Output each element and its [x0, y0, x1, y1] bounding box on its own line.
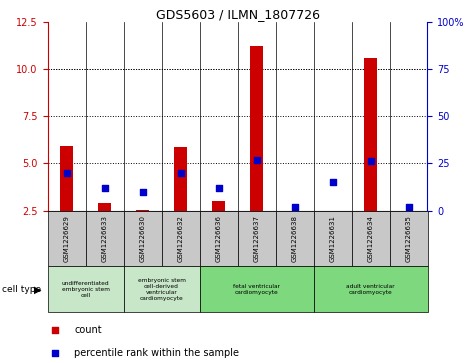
Text: GSM1226638: GSM1226638: [292, 215, 297, 262]
Bar: [250, 46, 263, 211]
Point: [405, 204, 412, 210]
Bar: [136, 209, 149, 211]
Text: count: count: [74, 325, 102, 335]
Bar: [60, 146, 73, 211]
Text: undifferentiated
embryonic stem
cell: undifferentiated embryonic stem cell: [61, 281, 110, 298]
Bar: [212, 201, 225, 211]
Text: GSM1226633: GSM1226633: [102, 215, 107, 262]
Bar: [48, 266, 124, 312]
Bar: [364, 58, 377, 211]
Bar: [48, 211, 86, 266]
Point: [101, 185, 108, 191]
Text: adult ventricular
cardiomyocyte: adult ventricular cardiomyocyte: [346, 284, 395, 295]
Bar: [162, 211, 199, 266]
Point: [51, 327, 59, 333]
Point: [139, 189, 146, 195]
Point: [329, 179, 336, 185]
Point: [63, 170, 70, 176]
Text: GSM1226634: GSM1226634: [368, 215, 373, 262]
Bar: [352, 211, 390, 266]
Bar: [86, 211, 124, 266]
Text: ▶: ▶: [34, 284, 42, 294]
Title: GDS5603 / ILMN_1807726: GDS5603 / ILMN_1807726: [155, 8, 320, 21]
Bar: [238, 211, 276, 266]
Point: [367, 159, 374, 164]
Bar: [314, 211, 352, 266]
Point: [51, 350, 59, 356]
Bar: [390, 211, 428, 266]
Text: GSM1226631: GSM1226631: [330, 215, 335, 262]
Text: fetal ventricular
cardiomyocyte: fetal ventricular cardiomyocyte: [233, 284, 280, 295]
Bar: [200, 266, 314, 312]
Bar: [314, 266, 428, 312]
Bar: [200, 211, 238, 266]
Text: GSM1226630: GSM1226630: [140, 215, 145, 262]
Bar: [124, 211, 162, 266]
Text: percentile rank within the sample: percentile rank within the sample: [74, 348, 239, 358]
Point: [177, 170, 184, 176]
Point: [215, 185, 222, 191]
Bar: [98, 203, 111, 211]
Text: GSM1226632: GSM1226632: [178, 215, 183, 262]
Text: GSM1226629: GSM1226629: [64, 215, 69, 262]
Point: [253, 157, 260, 163]
Bar: [174, 147, 187, 211]
Bar: [276, 211, 314, 266]
Text: GSM1226635: GSM1226635: [406, 215, 411, 262]
Text: cell type: cell type: [2, 285, 41, 294]
Text: embryonic stem
cell-derived
ventricular
cardiomyocyte: embryonic stem cell-derived ventricular …: [137, 278, 186, 301]
Point: [291, 204, 298, 210]
Bar: [124, 266, 200, 312]
Text: GSM1226636: GSM1226636: [216, 215, 221, 262]
Text: GSM1226637: GSM1226637: [254, 215, 259, 262]
